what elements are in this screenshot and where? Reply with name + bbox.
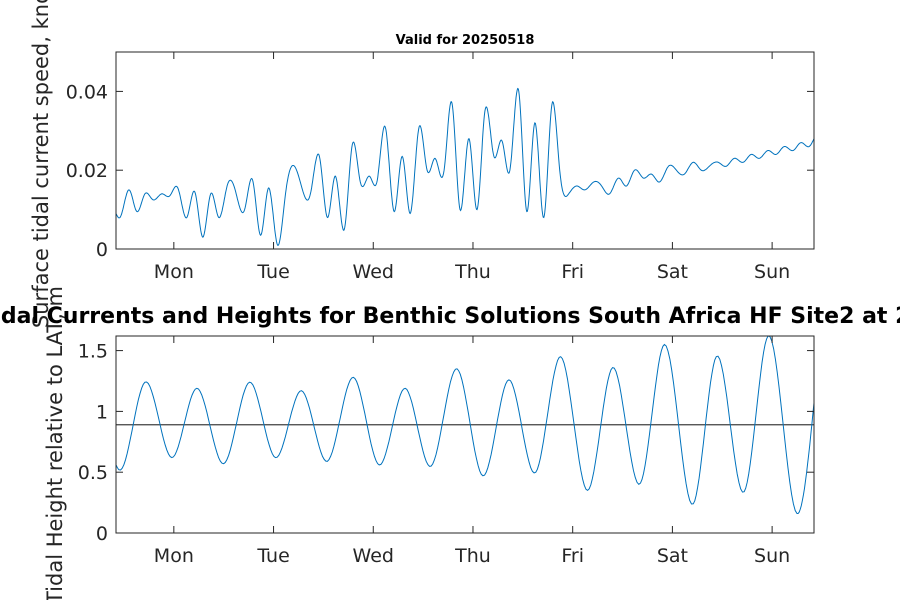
x-tick-label: Mon xyxy=(154,261,194,283)
x-tick-label: Sat xyxy=(657,545,688,567)
tidal-height-panel: 0 0.5 1 1.5 Mon Tue Wed Thu Fri Sat Sun xyxy=(78,335,815,567)
current-panel-title: Valid for 20250518 xyxy=(396,33,535,48)
x-tick-label: Fri xyxy=(561,261,584,283)
series-line-0 xyxy=(116,87,814,247)
x-tick-label: Wed xyxy=(353,261,394,283)
main-figure-title: Tidal Currents and Heights for Benthic S… xyxy=(0,304,900,329)
x-tick-label: Tue xyxy=(256,261,289,283)
current-axes-box xyxy=(115,51,815,250)
height-axes-box xyxy=(115,335,815,534)
current-y-axis-label: Surface tidal current speed, knots xyxy=(29,0,53,328)
x-tick-label: Mon xyxy=(154,545,194,567)
y-tick-label: 0.02 xyxy=(66,160,108,182)
height-plot-area xyxy=(116,336,814,514)
x-tick-label: Tue xyxy=(256,545,289,567)
x-tick-label: Fri xyxy=(561,545,584,567)
y-tick-label: 0 xyxy=(96,523,108,545)
x-tick-label: Sat xyxy=(657,261,688,283)
current-x-ticks: Mon Tue Wed Thu Fri Sat Sun xyxy=(154,52,790,283)
x-tick-label: Wed xyxy=(353,545,394,567)
x-tick-label: Sun xyxy=(754,545,790,567)
height-x-ticks: Mon Tue Wed Thu Fri Sat Sun xyxy=(154,336,790,567)
y-tick-label: 1.5 xyxy=(78,341,108,363)
x-tick-label: Thu xyxy=(454,545,491,567)
y-tick-label: 0.5 xyxy=(78,462,108,484)
height-y-axis-label: Tidal Height relative to LAT, m xyxy=(43,286,67,600)
current-plot-area xyxy=(116,87,814,247)
y-tick-label: 0.04 xyxy=(66,81,108,103)
current-speed-panel: Valid for 20250518 0 0.02 0.04 Mon Tue Wed Th… xyxy=(66,33,815,283)
y-tick-label: 0 xyxy=(96,239,108,261)
height-y-ticks: 0 0.5 1 1.5 xyxy=(78,341,814,545)
x-tick-label: Sun xyxy=(754,261,790,283)
current-y-ticks: 0 0.02 0.04 xyxy=(66,81,814,261)
x-tick-label: Thu xyxy=(454,261,491,283)
series-line-0 xyxy=(116,336,814,514)
y-tick-label: 1 xyxy=(96,401,108,423)
